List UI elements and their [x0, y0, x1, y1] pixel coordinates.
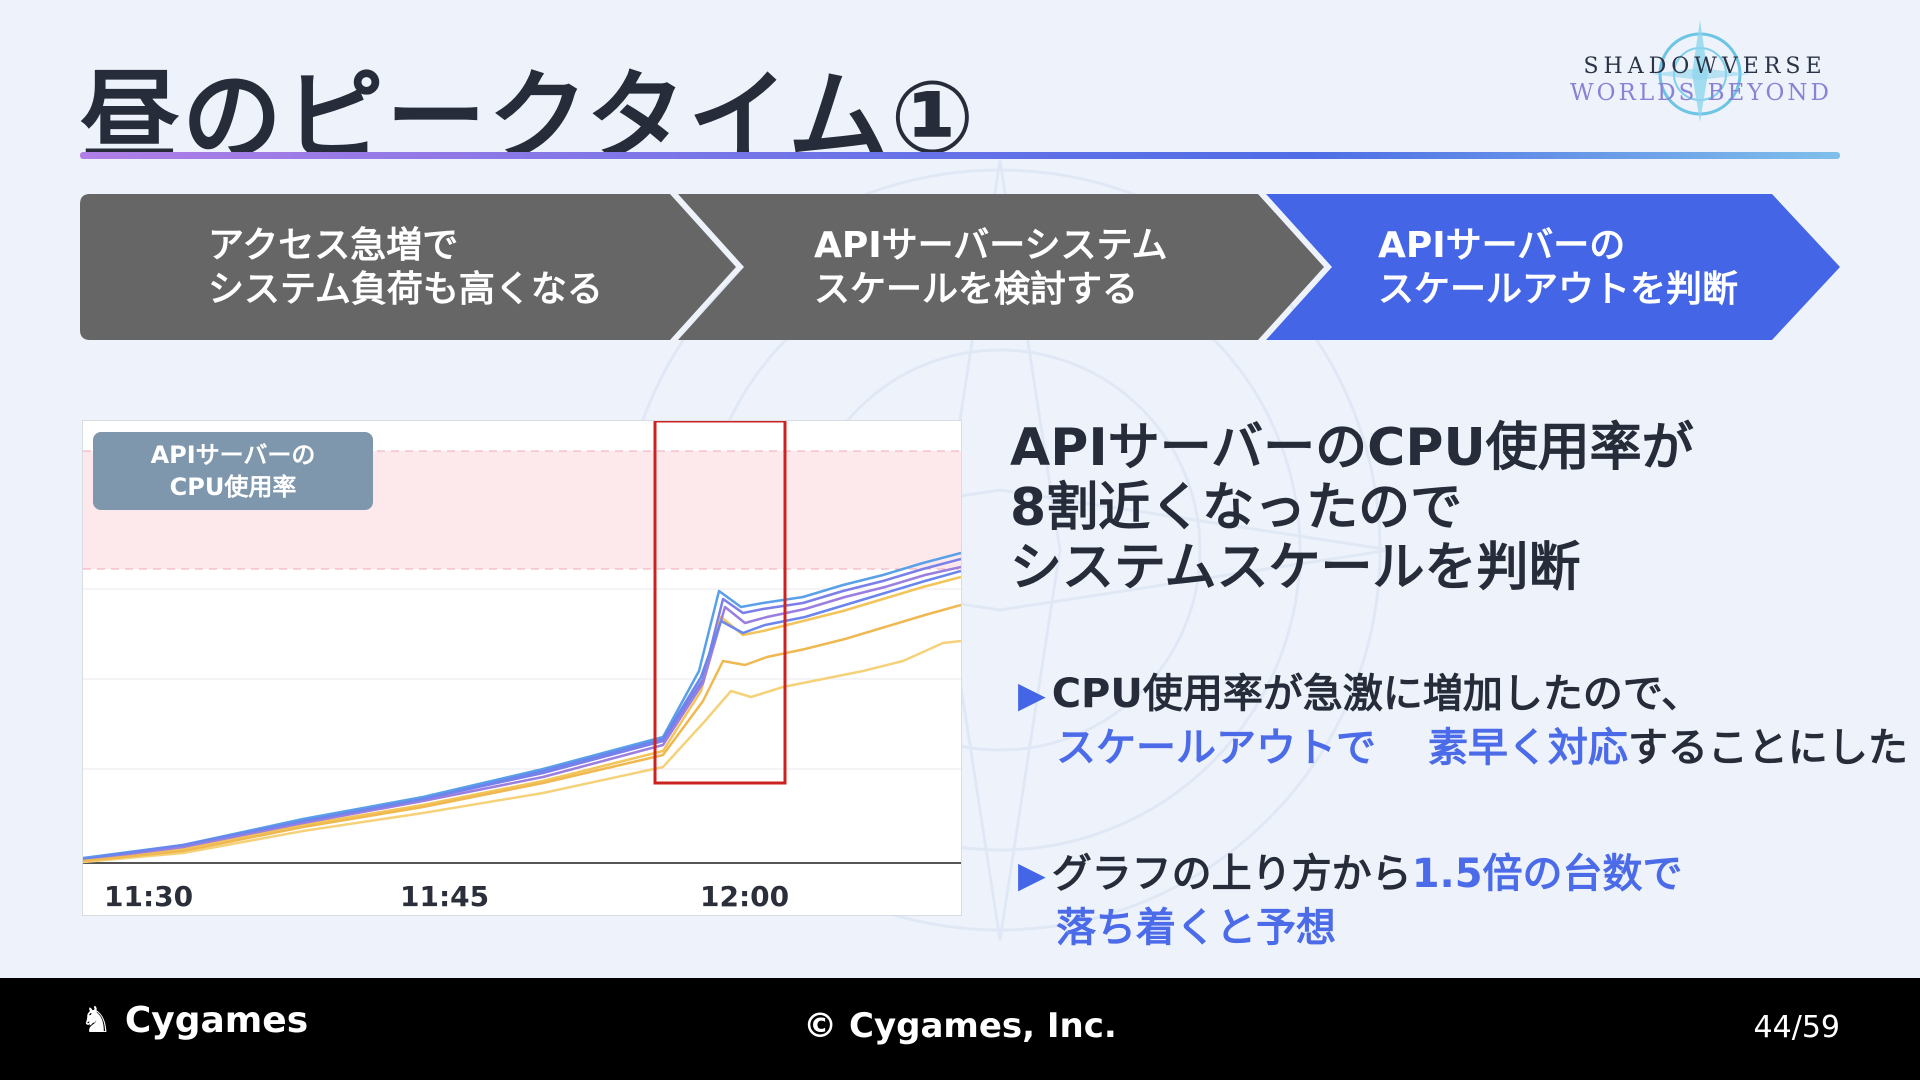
- cpu-line: [82, 569, 962, 861]
- chart-label: APIサーバーの CPU使用率: [93, 432, 373, 510]
- x-tick-1145: 11:45: [400, 880, 490, 913]
- slide-title: 昼のピークタイム①: [80, 59, 977, 176]
- step-1-line2: システム負荷も高くなる: [208, 269, 603, 310]
- cpu-line: [82, 603, 962, 863]
- step-3-line1: APIサーバーの: [1378, 225, 1626, 266]
- bullet-1: ▶ CPU使用率が急激に増加したので、 スケールアウトで 素早く対応することにした: [1018, 668, 1908, 774]
- chart-label-line1: APIサーバーの: [150, 441, 316, 469]
- cpu-line: [82, 575, 962, 863]
- bullet-1-line1: CPU使用率が急激に増加したので、: [1051, 671, 1702, 717]
- bullet-1-highlight2: 素早く対応: [1427, 725, 1628, 771]
- process-arrows: [80, 194, 1840, 340]
- title-underline: [80, 152, 1840, 159]
- copyright: © Cygames, Inc.: [803, 1006, 1117, 1046]
- step-3-line2: スケールアウトを判断: [1378, 269, 1739, 310]
- game-logo: [1650, 20, 1750, 122]
- chart-label-line2: CPU使用率: [169, 473, 297, 501]
- headline-line1: APIサーバーのCPU使用率が: [1010, 418, 1694, 478]
- cpu-series-lines: [82, 551, 962, 864]
- process-steps: アクセス急増で システム負荷も高くなる APIサーバーシステム スケールを検討す…: [80, 194, 1840, 340]
- logo-line2: WORLDS BEYOND: [1570, 80, 1832, 106]
- step-3-text: APIサーバーの スケールアウトを判断: [1378, 224, 1738, 312]
- headline-line3: システムスケールを判断: [1010, 538, 1581, 598]
- logo-line1: SHADOWVERSE: [1583, 54, 1827, 79]
- bullet-2-highlight1: 1.5倍の台数で: [1411, 851, 1683, 897]
- brand-mascot-icon: ♞: [80, 1000, 113, 1041]
- bullet-triangle-icon: ▶: [1018, 855, 1046, 896]
- x-tick-1200: 12:00: [700, 880, 790, 913]
- bullet-1-line3: することにした: [1627, 725, 1908, 771]
- bullet-2: ▶ グラフの上り方から1.5倍の台数で 落ち着くと予想: [1018, 848, 1683, 954]
- step-3-shape: [1266, 194, 1840, 340]
- cpu-line: [82, 639, 962, 864]
- brand-logo: ♞ Cygames: [80, 1000, 308, 1041]
- step-1-shape: [80, 194, 736, 340]
- headline-line2: 8割近くなったので: [1010, 478, 1463, 538]
- bullet-1-highlight1: スケールアウトで: [1056, 725, 1376, 771]
- step-1-text: アクセス急増で システム負荷も高くなる: [208, 224, 603, 312]
- bullet-triangle-icon: ▶: [1018, 675, 1046, 716]
- step-2-text: APIサーバーシステム スケールを検討する: [814, 224, 1167, 312]
- cpu-line: [82, 557, 962, 861]
- brand-name: Cygames: [124, 1000, 309, 1041]
- footer-bar: [0, 978, 1920, 1080]
- highlight-box: [653, 419, 787, 785]
- step-2-shape: [678, 194, 1324, 340]
- headline: APIサーバーのCPU使用率が 8割近くなったので システムスケールを判断: [1010, 418, 1694, 598]
- cpu-usage-plot: [82, 419, 962, 864]
- x-tick-1130: 11:30: [104, 880, 194, 913]
- page-number: 44/59: [1753, 1010, 1840, 1045]
- step-2-line2: スケールを検討する: [814, 269, 1139, 310]
- step-2-line1: APIサーバーシステム: [814, 225, 1168, 266]
- cpu-line: [82, 565, 962, 862]
- bullet-2-line1: グラフの上り方から: [1051, 851, 1412, 897]
- step-1-line1: アクセス急増で: [208, 225, 459, 266]
- cpu-line: [82, 551, 962, 860]
- bullet-2-highlight2: 落ち着くと予想: [1056, 905, 1336, 951]
